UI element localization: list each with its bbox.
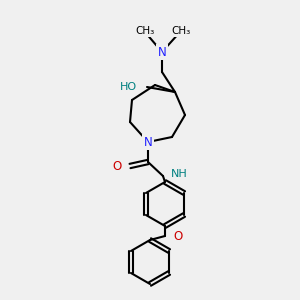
Text: N: N: [158, 46, 166, 59]
Text: CH₃: CH₃: [171, 26, 190, 36]
Text: N: N: [144, 136, 152, 148]
Text: O: O: [173, 230, 182, 242]
Text: NH: NH: [171, 169, 188, 179]
Text: CH₃: CH₃: [135, 26, 154, 36]
Text: HO: HO: [120, 82, 137, 92]
Text: O: O: [113, 160, 122, 172]
